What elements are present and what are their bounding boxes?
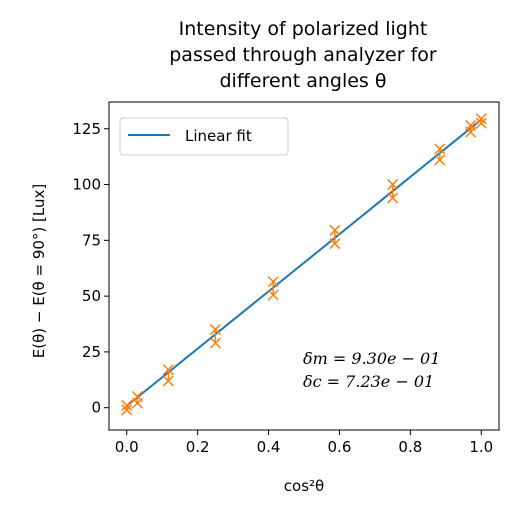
- point-marker-stroke: [329, 224, 341, 236]
- chart-title-line-2: passed through analyzer for: [169, 44, 437, 66]
- point-marker-stroke: [387, 179, 399, 191]
- data-point: [131, 391, 143, 409]
- point-marker-stroke: [209, 324, 221, 336]
- chart-title-line-1: Intensity of polarized light: [179, 18, 428, 40]
- point-marker-stroke: [465, 126, 477, 138]
- data-point: [465, 119, 477, 138]
- point-marker-stroke: [162, 375, 174, 387]
- point-marker-stroke: [131, 397, 143, 409]
- plot-data: [121, 113, 487, 416]
- y-axis-label: E(θ) − E(θ = 90°) [Lux]: [30, 184, 48, 358]
- plot-area: 0.0 0.2 0.4 0.6 0.8 1.0 0 25 50 75 100 125: [72, 101, 500, 456]
- point-marker-stroke: [475, 117, 487, 129]
- legend: Linear fit: [119, 117, 289, 156]
- point-marker-stroke: [475, 113, 487, 125]
- slope-uncertainty-annotation: δm = 9.30e − 01: [303, 349, 440, 368]
- point-marker-stroke: [267, 289, 279, 301]
- point-marker-stroke: [121, 399, 133, 411]
- data-point: [267, 276, 279, 301]
- chart-title: Intensity of polarized light passed thro…: [169, 18, 437, 92]
- x-tick-label: 0.6: [328, 438, 352, 456]
- y-tick-label: 125: [72, 120, 101, 138]
- legend-label-linear-fit: Linear fit: [185, 127, 252, 145]
- x-tick-label: 0.8: [398, 438, 422, 456]
- data-point: [434, 143, 446, 166]
- x-tick-label: 0.4: [257, 438, 281, 456]
- point-marker-stroke: [121, 404, 133, 416]
- data-point: [162, 364, 174, 387]
- intercept-uncertainty-annotation: δc = 7.23e − 01: [303, 372, 434, 391]
- data-point: [387, 179, 399, 204]
- y-tick-label: 25: [82, 343, 101, 361]
- point-marker-stroke: [329, 238, 341, 250]
- y-tick-label: 50: [82, 287, 101, 305]
- point-marker-stroke: [267, 276, 279, 288]
- point-marker-stroke: [434, 154, 446, 166]
- x-tick-label: 0.0: [115, 438, 139, 456]
- x-axis-label: cos²θ: [284, 477, 324, 495]
- data-point: [329, 224, 341, 250]
- x-tick-label: 1.0: [469, 438, 493, 456]
- data-point: [121, 399, 133, 416]
- point-marker-stroke: [387, 192, 399, 204]
- y-tick-label: 0: [91, 399, 101, 417]
- point-marker-stroke: [434, 143, 446, 155]
- linear-fit-line: [126, 118, 482, 407]
- y-tick-label: 100: [72, 176, 101, 194]
- data-point: [475, 113, 487, 129]
- legend-box: [119, 117, 289, 156]
- plot-frame: [108, 101, 500, 431]
- y-tick-label: 75: [82, 231, 101, 249]
- point-marker-stroke: [162, 364, 174, 376]
- x-tick-label: 0.2: [186, 438, 210, 456]
- chart-title-line-3: different angles θ: [219, 70, 386, 92]
- point-marker-stroke: [209, 337, 221, 349]
- fit-annotation: δm = 9.30e − 01 δc = 7.23e − 01: [303, 349, 440, 391]
- data-point: [209, 324, 221, 349]
